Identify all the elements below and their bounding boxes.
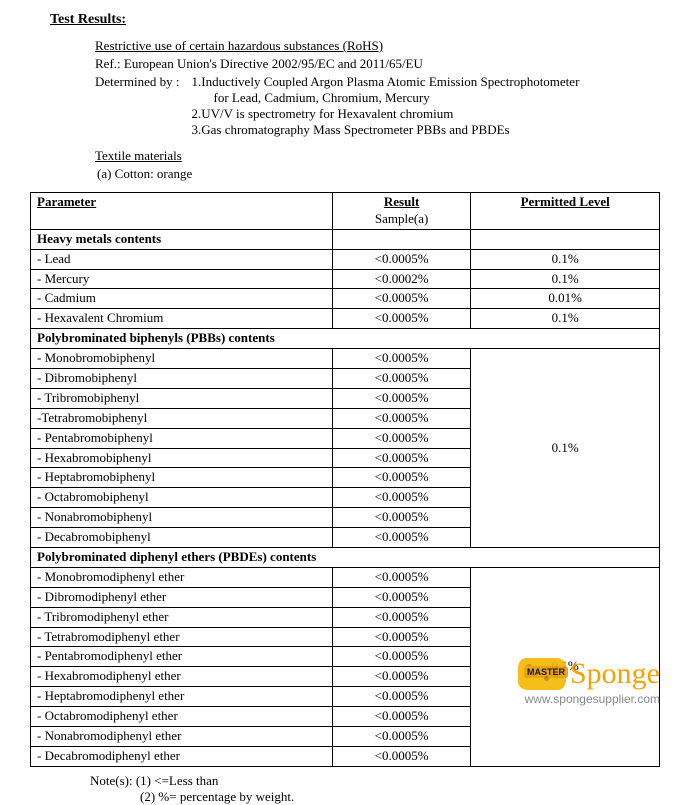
param-cell: - Cadmium [31,289,333,309]
method-3: 3.Gas chromatography Mass Spectrometer P… [191,122,579,138]
result-cell: <0.0005% [332,647,470,667]
param-cell: - Decabromobiphenyl [31,528,333,548]
param-cell: - Dibromobiphenyl [31,369,333,389]
table-group-header: Polybrominated biphenyls (PBBs) contents [31,329,660,349]
param-cell: - Pentabromobiphenyl [31,428,333,448]
result-cell: <0.0005% [332,468,470,488]
param-cell: - Pentabromodiphenyl ether [31,647,333,667]
result-cell: <0.0005% [332,508,470,528]
textile-header: Textile materials [95,148,660,164]
result-cell: <0.0005% [332,587,470,607]
table-row: - Lead<0.0005%0.1% [31,249,660,269]
param-cell: -Tetrabromobiphenyl [31,408,333,428]
note-1: Note(s): (1) <=Less than [90,773,660,789]
result-cell: <0.0005% [332,528,470,548]
result-cell: <0.0005% [332,408,470,428]
param-cell: - Monobromodiphenyl ether [31,567,333,587]
result-cell: <0.0005% [332,567,470,587]
group-empty [471,229,660,249]
table-row: - Monobromobiphenyl<0.0005%0.1% [31,349,660,369]
table-row: - Cadmium<0.0005%0.01% [31,289,660,309]
page-title: Test Results: [50,12,660,28]
result-cell: <0.0005% [332,607,470,627]
permit-cell: 0.1% [471,309,660,329]
param-cell: - Decabromodiphenyl ether [31,746,333,766]
method-2: 2.UV/V is spectrometry for Hexavalent ch… [191,106,579,122]
param-cell: - Dibromodiphenyl ether [31,587,333,607]
result-cell: <0.0005% [332,349,470,369]
ref-line: Ref.: European Union's Directive 2002/95… [95,56,660,72]
result-cell: <0.0005% [332,488,470,508]
param-cell: - Nonabromodiphenyl ether [31,727,333,747]
method-1b: for Lead, Cadmium, Chromium, Mercury [213,90,579,106]
result-cell: <0.0005% [332,746,470,766]
result-cell: <0.0005% [332,388,470,408]
note-2: (2) %= percentage by weight. [140,789,660,805]
param-cell: - Mercury [31,269,333,289]
param-cell: - Hexavalent Chromium [31,309,333,329]
result-cell: <0.0005% [332,627,470,647]
result-cell: <0.0005% [332,727,470,747]
group-title: Polybrominated biphenyls (PBBs) contents [31,329,660,349]
param-cell: - Hexabromodiphenyl ether [31,667,333,687]
textile-block: Textile materials (a) Cotton: orange [95,148,660,182]
header-result-sub: Sample(a) [375,211,428,226]
header-permitted: Permitted Level [471,193,660,230]
group-empty [332,229,470,249]
determined-label: Determined by : [95,74,179,138]
method-1: 1.Inductively Coupled Argon Plasma Atomi… [191,74,579,90]
param-cell: - Hexabromobiphenyl [31,448,333,468]
result-cell: <0.0005% [332,667,470,687]
result-cell: <0.0005% [332,687,470,707]
permit-cell: 0.1% [471,269,660,289]
result-cell: <0.0005% [332,707,470,727]
result-cell: <0.0005% [332,428,470,448]
param-cell: - Octabromodiphenyl ether [31,707,333,727]
table-group-header: Polybrominated diphenyl ethers (PBDEs) c… [31,548,660,568]
result-cell: <0.0002% [332,269,470,289]
result-cell: <0.0005% [332,249,470,269]
param-cell: - Monobromobiphenyl [31,349,333,369]
permit-cell-merged: 0.1% [471,349,660,548]
param-cell: - Tribromodiphenyl ether [31,607,333,627]
permit-cell: 0.01% [471,289,660,309]
group-title: Polybrominated diphenyl ethers (PBDEs) c… [31,548,660,568]
notes-block: Note(s): (1) <=Less than (2) %= percenta… [90,773,660,805]
param-cell: - Nonabromobiphenyl [31,508,333,528]
results-table: Parameter Result Sample(a) Permitted Lev… [30,192,660,767]
param-cell: - Tribromobiphenyl [31,388,333,408]
result-cell: <0.0005% [332,289,470,309]
result-cell: <0.0005% [332,448,470,468]
group-title: Heavy metals contents [31,229,333,249]
param-cell: - Heptabromobiphenyl [31,468,333,488]
param-cell: - Lead [31,249,333,269]
permit-cell-merged: 0.1% [471,567,660,766]
table-group-header: Heavy metals contents [31,229,660,249]
header-parameter: Parameter [31,193,333,230]
table-row: - Mercury<0.0002%0.1% [31,269,660,289]
param-cell: - Heptabromodiphenyl ether [31,687,333,707]
result-cell: <0.0005% [332,369,470,389]
param-cell: - Octabromobiphenyl [31,488,333,508]
param-cell: - Tetrabromodiphenyl ether [31,627,333,647]
determined-block: Determined by : 1.Inductively Coupled Ar… [95,74,660,138]
methods-list: 1.Inductively Coupled Argon Plasma Atomi… [191,74,579,138]
header-result: Result Sample(a) [332,193,470,230]
table-row: - Monobromodiphenyl ether<0.0005%0.1% [31,567,660,587]
textile-item: (a) Cotton: orange [97,166,660,182]
permit-cell: 0.1% [471,249,660,269]
result-cell: <0.0005% [332,309,470,329]
table-row: - Hexavalent Chromium<0.0005%0.1% [31,309,660,329]
header-result-label: Result [384,194,419,209]
rohs-header: Restrictive use of certain hazardous sub… [95,38,660,54]
table-header-row: Parameter Result Sample(a) Permitted Lev… [31,193,660,230]
